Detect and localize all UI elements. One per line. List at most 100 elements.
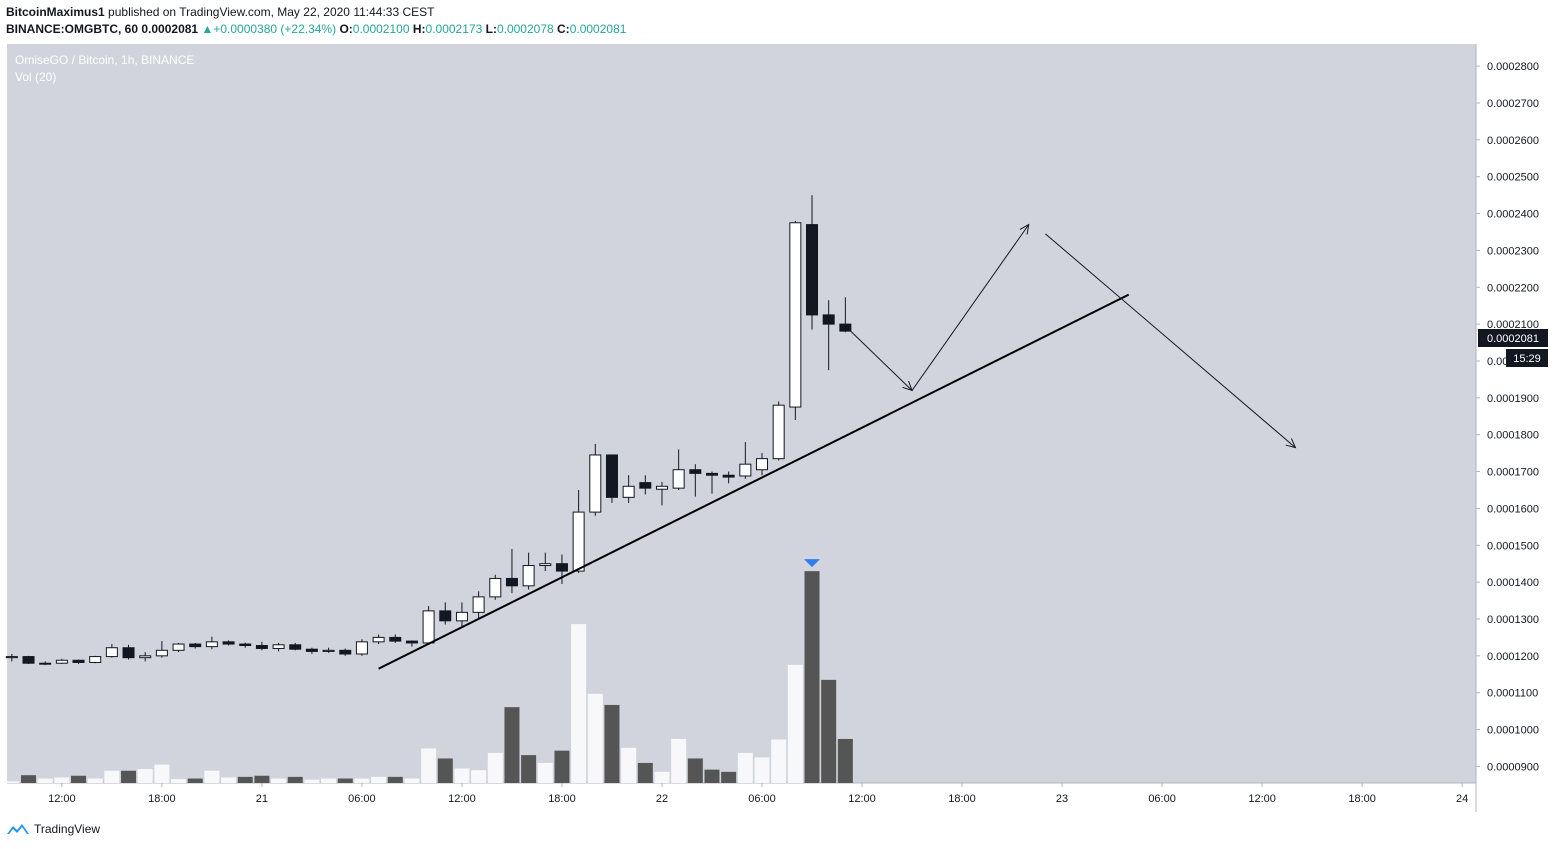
footer: TradingView (6, 822, 100, 836)
plot-area[interactable] (7, 44, 1476, 783)
volume-bar (554, 750, 570, 783)
time-axis[interactable] (7, 783, 1476, 812)
candle-body (139, 655, 152, 659)
candle[interactable] (555, 554, 568, 584)
projection-path-arrow-icon (902, 380, 913, 392)
candle[interactable] (222, 640, 235, 646)
candle[interactable] (122, 644, 135, 660)
candle-body (239, 643, 252, 647)
volume-bar (671, 738, 687, 783)
price-axis-labels[interactable]: 0.0000900 0.0001000 0.0001100 0.0001200 0.00… (1476, 61, 1539, 773)
price-tick-label-3: 0.0001200 (1487, 651, 1539, 663)
candle[interactable] (439, 602, 452, 625)
candle[interactable] (172, 642, 185, 653)
candle[interactable] (572, 489, 585, 573)
candle[interactable] (489, 574, 502, 600)
tradingview-logo-icon[interactable] (6, 822, 30, 836)
candle[interactable] (305, 647, 318, 654)
price-tick-label-14: 0.0002300 (1487, 245, 1539, 257)
volume-bar (604, 704, 620, 783)
candle[interactable] (622, 475, 635, 503)
candle-body (272, 644, 285, 649)
volume-bar (21, 775, 37, 783)
candle[interactable] (89, 655, 102, 664)
candle[interactable] (472, 591, 485, 619)
candle[interactable] (806, 195, 819, 330)
candle-body (205, 641, 218, 648)
candle[interactable] (689, 464, 702, 497)
candle[interactable] (205, 636, 218, 650)
candles[interactable] (5, 195, 852, 666)
time-tick-label-5: 18:00 (548, 793, 576, 805)
volume-bar (621, 747, 637, 783)
volume-bar (221, 777, 237, 783)
candle-body (289, 644, 302, 650)
candle[interactable] (455, 602, 468, 627)
candle[interactable] (705, 471, 718, 494)
price-tick-label-4: 0.0001300 (1487, 614, 1539, 626)
price-tick-label-17: 0.0002600 (1487, 135, 1539, 147)
volume-bar (4, 781, 20, 783)
volume-bar (787, 664, 803, 783)
candle[interactable] (539, 552, 552, 572)
candle[interactable] (355, 639, 368, 656)
projection-path-segment[interactable] (911, 224, 1030, 391)
candle[interactable] (772, 401, 785, 461)
candle[interactable] (272, 642, 285, 652)
candle[interactable] (756, 453, 768, 476)
candle[interactable] (789, 220, 802, 420)
candle-body (522, 565, 535, 587)
volume-bar (754, 757, 770, 783)
projection-path-segment[interactable] (845, 325, 913, 391)
candle[interactable] (139, 652, 152, 662)
candle-body (189, 643, 202, 648)
candle[interactable] (422, 606, 435, 645)
tradingview-brand[interactable]: TradingView (34, 822, 101, 836)
candle[interactable] (289, 642, 302, 651)
candle[interactable] (339, 648, 352, 656)
drawings[interactable] (378, 223, 1297, 670)
candle[interactable] (189, 642, 202, 649)
volume-bar (704, 769, 720, 783)
candle-body (489, 577, 502, 598)
candle[interactable] (822, 300, 835, 371)
candle[interactable] (739, 442, 752, 479)
time-tick-label-1: 18:00 (148, 793, 176, 805)
candle[interactable] (522, 552, 535, 590)
candle[interactable] (239, 642, 252, 648)
candle[interactable] (322, 647, 335, 653)
candle[interactable] (255, 641, 268, 651)
price-change: +0.0000380 (+22.34%) (213, 22, 337, 36)
candle[interactable] (405, 640, 418, 647)
candle[interactable] (672, 449, 685, 490)
time-tick-label-13: 18:00 (1348, 793, 1376, 805)
candle-body (589, 454, 602, 513)
candle[interactable] (5, 653, 18, 662)
candle[interactable] (39, 661, 52, 666)
candle[interactable] (372, 634, 385, 645)
candle[interactable] (655, 481, 668, 506)
projection-path-2-segment[interactable] (1045, 233, 1296, 448)
author-name[interactable]: BitcoinMaximus1 (6, 5, 105, 19)
current-price-bg (1478, 329, 1548, 347)
candle[interactable] (389, 634, 402, 643)
volume-bars (4, 559, 853, 783)
volume-bar (804, 571, 820, 783)
candle[interactable] (605, 454, 618, 503)
candle[interactable] (55, 658, 68, 664)
candle-body (455, 611, 468, 622)
volume-bar (354, 778, 370, 783)
candle[interactable] (639, 475, 652, 495)
candle[interactable] (22, 655, 35, 664)
volume-bar (487, 752, 503, 783)
candle[interactable] (505, 548, 518, 594)
candle[interactable] (589, 443, 602, 516)
candle-body (756, 458, 768, 471)
candle[interactable] (155, 641, 168, 658)
volume-bar (687, 758, 703, 783)
candle[interactable] (72, 659, 85, 664)
candle[interactable] (105, 644, 118, 658)
candle[interactable] (722, 471, 735, 484)
trendline[interactable] (378, 293, 1130, 670)
